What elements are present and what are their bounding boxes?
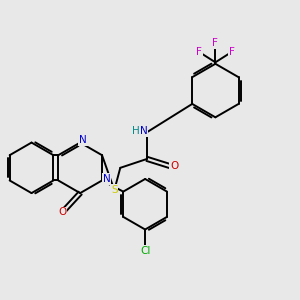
Text: F: F: [229, 47, 235, 57]
Text: N: N: [140, 126, 147, 136]
Text: N: N: [103, 174, 110, 184]
Text: N: N: [79, 135, 87, 145]
Text: Cl: Cl: [140, 246, 150, 256]
Text: H: H: [132, 126, 140, 136]
Text: O: O: [58, 207, 66, 218]
Text: F: F: [196, 47, 202, 57]
Text: F: F: [212, 38, 218, 48]
Text: S: S: [111, 185, 118, 195]
Text: O: O: [170, 161, 178, 171]
